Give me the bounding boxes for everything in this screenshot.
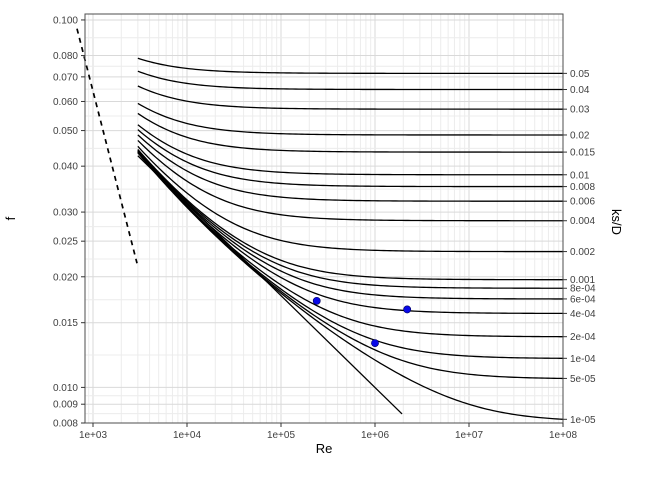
colebrook-curve-6e-04 [137,150,564,300]
series-layer [76,28,564,420]
axes-layer: 1e+03 1e+04 1e+05 1e+06 1e+07 1e+08 0.100 0.080… [53,13,596,441]
y2-tick-label: 0.02 [570,130,590,141]
x-tick-label: 1e+07 [455,430,484,441]
y-axis-title: f [3,216,18,220]
y2-tick-label: 0.006 [570,197,595,208]
data-point [312,296,321,305]
colebrook-curve-0.04 [137,70,563,91]
colebrook-curve-2e-04 [137,151,564,338]
x-axis-title: Re [316,441,333,456]
x-tick-label: 1e+05 [267,430,296,441]
y2-tick-label: 0.002 [570,247,595,258]
x-tick-label: 1e+06 [361,430,390,441]
colebrook-curve-4e-04 [137,150,564,315]
y2-tick-label: 8e-04 [570,284,596,295]
colebrook-curve-8e-04 [137,149,563,289]
y2-tick-label: 5e-05 [570,374,596,385]
y-tick-label: 0.050 [53,126,78,137]
y2-tick-label: 0.008 [570,182,595,193]
y-tick-label: 0.080 [53,51,78,62]
y2-tick-label: 0.04 [570,85,590,96]
colebrook-curve-1e-05 [137,152,564,420]
y2-tick-label: 1e-04 [570,354,596,365]
y-tick-label: 0.015 [53,318,78,329]
y2-tick-label: 0.015 [570,148,595,159]
y2-axis-title: ks/D [609,209,624,235]
y-tick-label: 0.040 [53,162,78,173]
y2-tick-label: 0.05 [570,69,590,80]
y-tick-label: 0.060 [53,97,78,108]
colebrook-curve-0.01 [137,124,563,176]
colebrook-curve-0.015 [137,112,563,153]
y-tick-label: 0.010 [53,383,78,394]
colebrook-curve-0.05 [137,57,563,75]
colebrook-curve-0.004 [137,139,563,222]
colebrook-curve-0.008 [137,129,563,188]
colebrook-curve-0.006 [137,134,563,202]
y-tick-label: 0.008 [53,419,78,430]
y2-tick-label: 4e-04 [570,309,596,320]
y2-tick-label: 0.03 [570,105,590,116]
y-tick-label: 0.030 [53,208,78,219]
x-tick-label: 1e+08 [549,430,578,441]
y2-tick-label: 0.001 [570,275,595,286]
colebrook-curve-0.001 [137,149,563,281]
y-tick-label: 0.100 [53,15,78,26]
y2-tick-label: 0.01 [570,170,590,181]
y-tick-label: 0.020 [53,272,78,283]
colebrook-curve-0.002 [137,145,563,253]
y2-tick-label: 0.004 [570,216,595,227]
y2-tick-label: 6e-04 [570,294,596,305]
y-tick-label: 0.070 [53,72,78,83]
data-point [403,305,412,314]
colebrook-curve-0.02 [137,102,563,136]
y-tick-label: 0.009 [53,400,78,411]
panel-border [84,13,564,424]
laminar-line [76,28,138,264]
x-tick-label: 1e+03 [79,430,108,441]
x-tick-label: 1e+04 [173,430,202,441]
y2-tick-label: 1e-05 [570,415,596,426]
y-tick-label: 0.025 [53,237,78,248]
colebrook-curve-0.03 [137,85,563,110]
y2-tick-label: 2e-04 [570,332,596,343]
data-point [371,339,379,347]
